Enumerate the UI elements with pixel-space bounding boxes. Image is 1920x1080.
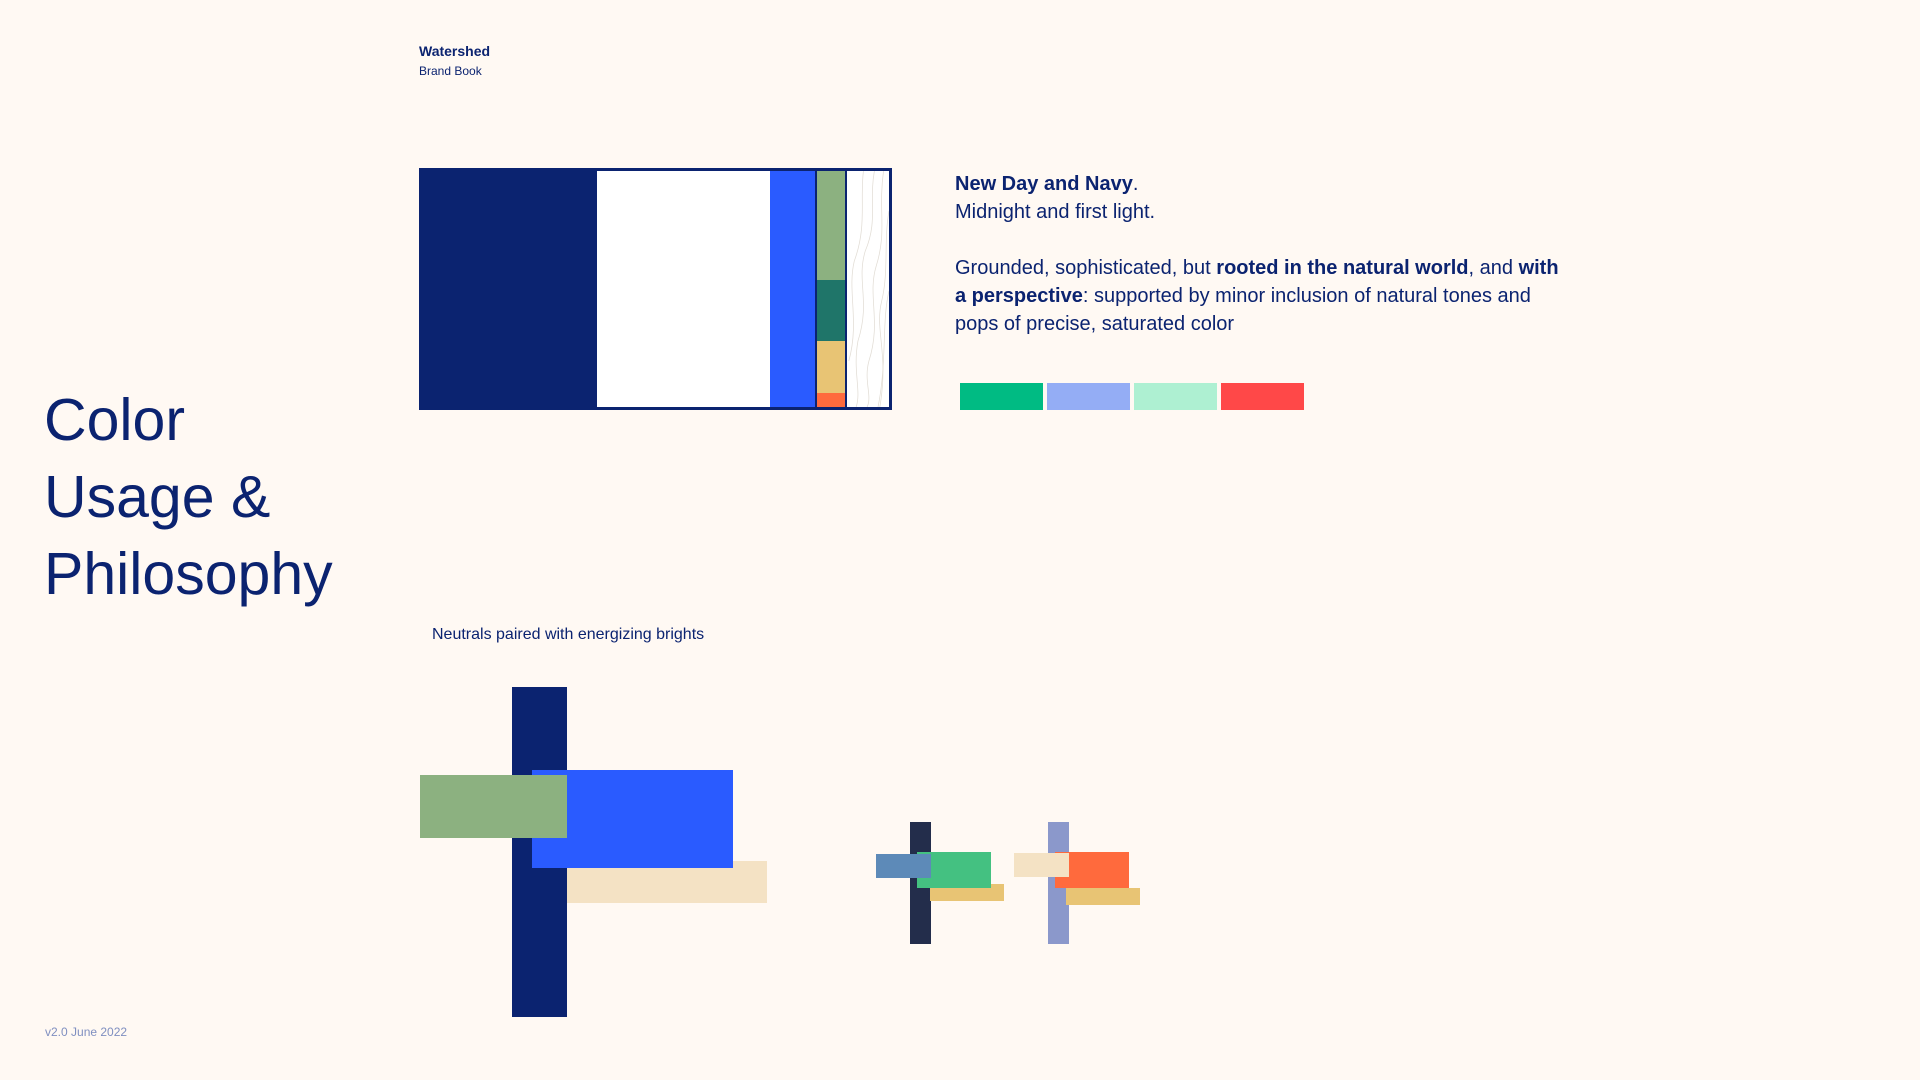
accent-swatch-periwinkle — [1047, 383, 1130, 410]
gold-bar — [930, 884, 1004, 901]
body-bold-1: rooted in the natural world — [1216, 257, 1469, 279]
natural-tones-stack — [815, 171, 847, 407]
accent-swatch-red — [1221, 383, 1304, 410]
navy-swatch — [422, 171, 597, 407]
body-bold-2: with a perspective — [955, 257, 1559, 307]
body-part-2: , and — [1468, 257, 1519, 279]
orange-swatch — [817, 392, 845, 407]
accent-swatch-green — [960, 383, 1043, 410]
version-footer: v2.0 June 2022 — [45, 1025, 128, 1039]
heading-tail: . — [1132, 173, 1139, 195]
palette-description: New Day and Navy. Midnight and first lig… — [955, 170, 1575, 338]
body-part-1: Grounded, sophisticated, but — [955, 257, 1217, 279]
white-swatch — [597, 171, 770, 407]
description-tagline: Midnight and first light. — [955, 201, 1156, 223]
palette-strip — [419, 168, 892, 410]
gold-bar — [1066, 888, 1140, 905]
topographic-pattern — [847, 171, 889, 407]
green-bar — [420, 775, 567, 838]
title-line-2: Usage & — [44, 464, 271, 530]
teal-swatch — [817, 279, 845, 341]
accent-swatch-mint — [1134, 383, 1217, 410]
sand-bar — [567, 861, 767, 903]
body-part-3: : supported by minor inclusion of natura… — [955, 285, 1531, 335]
description-body: Grounded, sophisticated, but rooted in t… — [955, 254, 1575, 338]
brand-name: Watershed — [419, 43, 491, 59]
page-title: Color Usage & Philosophy — [44, 382, 333, 613]
accent-swatches — [960, 383, 1304, 410]
title-line-1: Color — [44, 387, 185, 453]
composition-caption: Neutrals paired with energizing brights — [432, 626, 705, 643]
sage-swatch — [817, 171, 845, 280]
blue-swatch — [770, 171, 815, 407]
sand-bar — [1014, 853, 1069, 877]
heading-bold: New Day and Navy — [955, 173, 1133, 195]
brand-subtitle: Brand Book — [419, 64, 482, 78]
steel-bar — [876, 854, 931, 878]
title-line-3: Philosophy — [44, 541, 333, 607]
description-heading: New Day and Navy. — [955, 170, 1575, 198]
gold-swatch — [817, 340, 845, 393]
